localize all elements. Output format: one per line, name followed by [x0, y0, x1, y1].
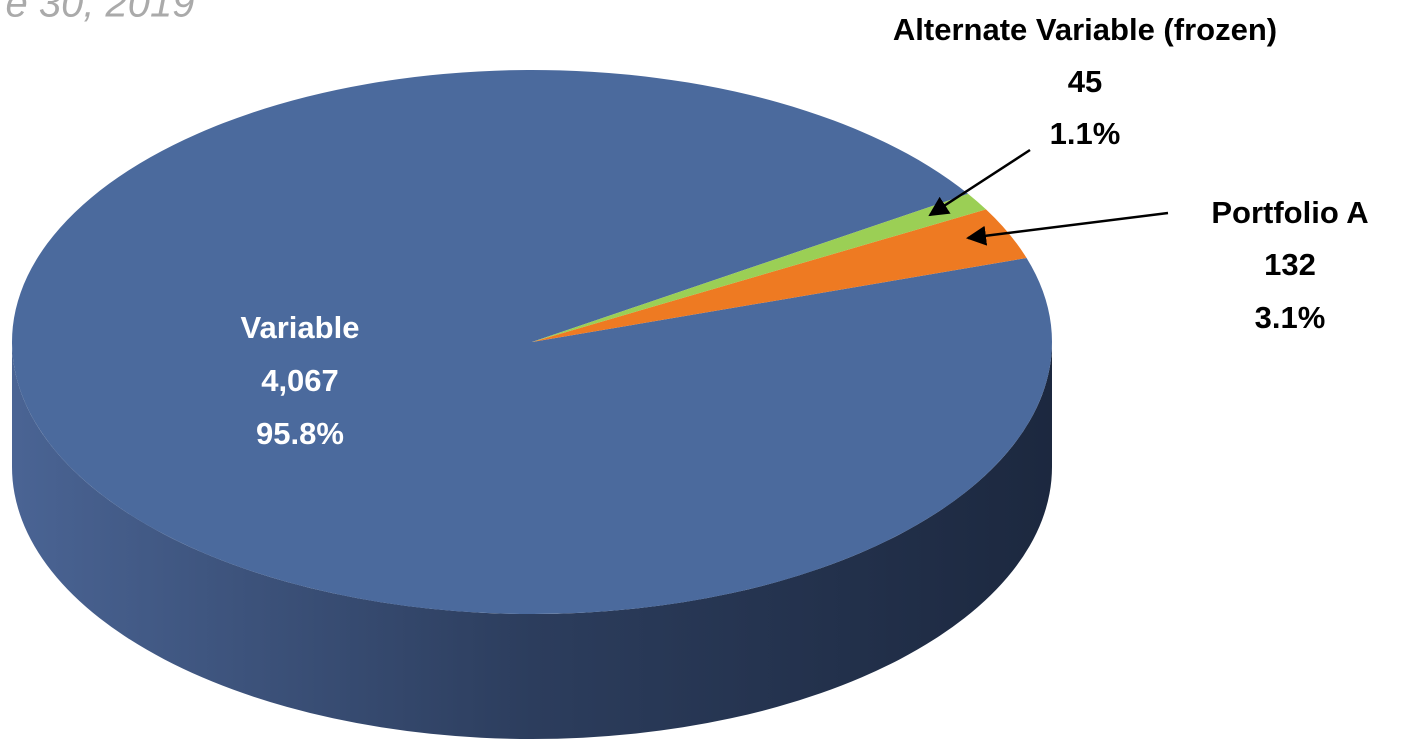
slice-side	[12, 342, 1052, 739]
slice	[11, 69, 1052, 615]
value-label: 45	[1068, 64, 1102, 99]
value-label: 132	[1264, 247, 1316, 282]
value-label: 4,067	[261, 363, 339, 398]
callout-arrow	[966, 211, 1169, 246]
slice-label: Alternate Variable (frozen)	[893, 12, 1277, 47]
percentage-label: 95.8%	[256, 416, 344, 451]
slice-label: Portfolio A	[1211, 195, 1368, 230]
slice	[532, 209, 1027, 342]
subtitle: e 30, 2019	[5, 0, 194, 26]
slice	[532, 193, 986, 342]
percentage-label: 1.1%	[1050, 116, 1121, 151]
pie	[11, 69, 1052, 739]
callout-arrow	[928, 148, 1031, 217]
slice-label: Variable	[241, 310, 360, 345]
percentage-label: 3.1%	[1255, 300, 1326, 335]
